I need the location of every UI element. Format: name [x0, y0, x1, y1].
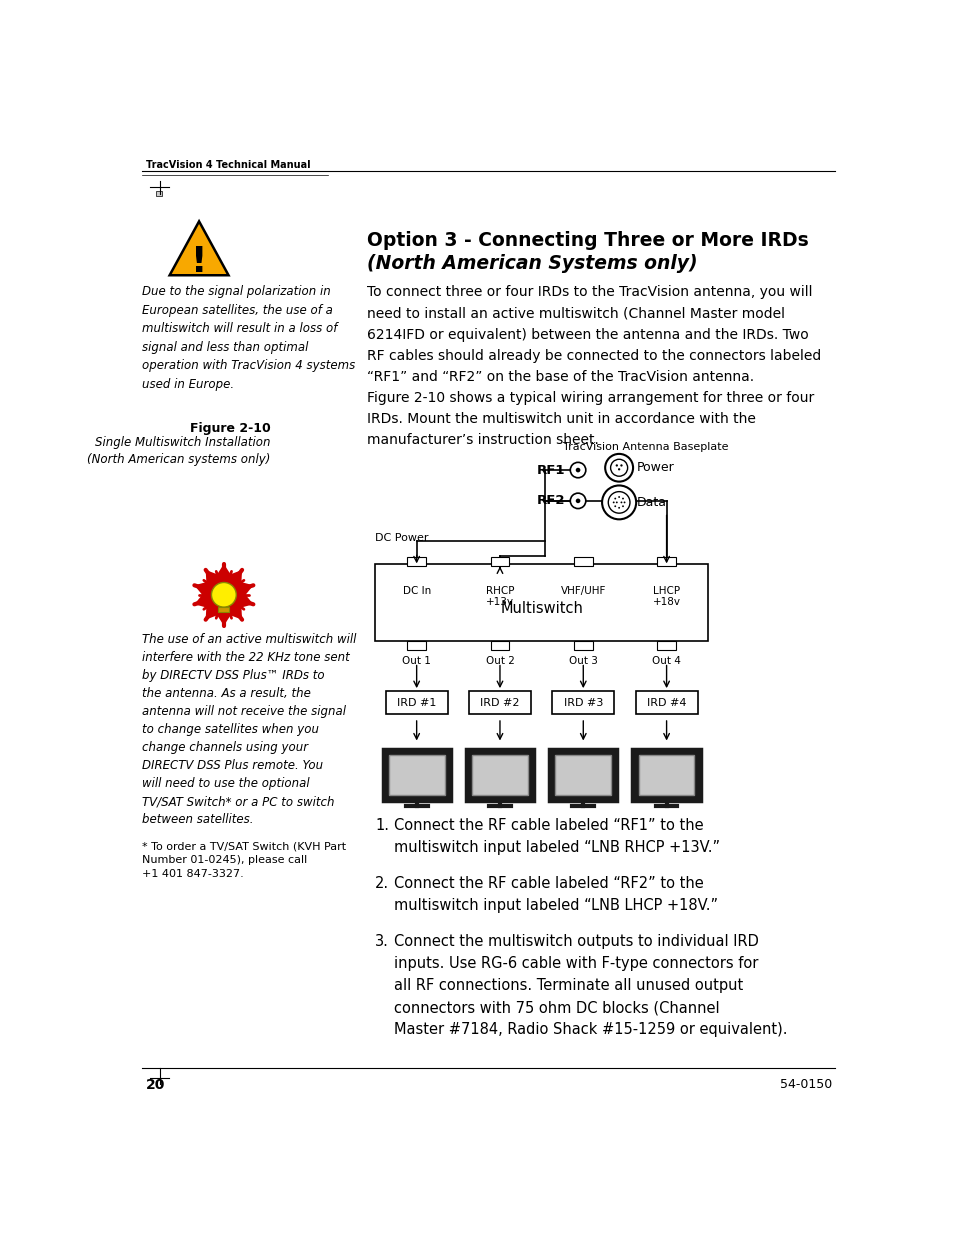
Circle shape [212, 583, 236, 608]
Text: IRD #3: IRD #3 [563, 698, 602, 708]
FancyBboxPatch shape [465, 748, 534, 802]
FancyBboxPatch shape [469, 692, 531, 714]
FancyBboxPatch shape [490, 557, 509, 567]
FancyBboxPatch shape [657, 641, 675, 651]
FancyBboxPatch shape [657, 557, 675, 567]
Text: !: ! [191, 246, 207, 279]
Text: Out 3: Out 3 [568, 656, 598, 667]
Text: LHCP
+18v: LHCP +18v [652, 585, 679, 608]
Text: Connect the RF cable labeled “RF2” to the
multiswitch input labeled “LNB LHCP +1: Connect the RF cable labeled “RF2” to th… [394, 876, 718, 913]
Text: Option 3 - Connecting Three or More IRDs: Option 3 - Connecting Three or More IRDs [367, 231, 808, 251]
FancyBboxPatch shape [156, 190, 162, 196]
Text: Out 2: Out 2 [485, 656, 514, 667]
Text: RF1: RF1 [536, 463, 564, 477]
Circle shape [570, 493, 585, 509]
Circle shape [621, 505, 623, 508]
Text: Out 4: Out 4 [652, 656, 680, 667]
Text: To connect three or four IRDs to the TracVision antenna, you will
need to instal: To connect three or four IRDs to the Tra… [367, 285, 821, 447]
FancyBboxPatch shape [407, 557, 425, 567]
Circle shape [612, 501, 614, 504]
Text: 20: 20 [146, 1078, 166, 1092]
Circle shape [618, 506, 619, 509]
Text: RHCP
+13v: RHCP +13v [485, 585, 514, 608]
Text: IRD #4: IRD #4 [646, 698, 685, 708]
FancyBboxPatch shape [635, 692, 697, 714]
FancyBboxPatch shape [632, 748, 700, 802]
Text: Connect the multiswitch outputs to individual IRD
inputs. Use RG-6 cable with F-: Connect the multiswitch outputs to indiv… [394, 934, 787, 1037]
Text: Power: Power [637, 461, 674, 474]
FancyBboxPatch shape [574, 557, 592, 567]
FancyBboxPatch shape [407, 641, 425, 651]
Circle shape [616, 501, 618, 504]
FancyBboxPatch shape [638, 755, 694, 795]
Text: Single Multiswitch Installation
(North American systems only): Single Multiswitch Installation (North A… [87, 436, 270, 466]
Text: VHF/UHF: VHF/UHF [560, 585, 605, 595]
Text: IRD #1: IRD #1 [396, 698, 436, 708]
Text: 54-0150: 54-0150 [780, 1078, 831, 1091]
Text: Figure 2-10: Figure 2-10 [190, 421, 270, 435]
Text: 3.: 3. [375, 934, 389, 948]
FancyBboxPatch shape [549, 748, 617, 802]
Circle shape [618, 468, 619, 471]
Text: DC In: DC In [402, 585, 431, 595]
Circle shape [619, 501, 621, 504]
Circle shape [604, 454, 633, 482]
Text: Connect the RF cable labeled “RF1” to the
multiswitch input labeled “LNB RHCP +1: Connect the RF cable labeled “RF1” to th… [394, 818, 720, 856]
FancyBboxPatch shape [552, 692, 614, 714]
Text: The use of an active multiswitch will
interfere with the 22 KHz tone sent
by DIR: The use of an active multiswitch will in… [142, 634, 356, 826]
FancyBboxPatch shape [389, 755, 444, 795]
Circle shape [575, 468, 579, 472]
Text: RF2: RF2 [536, 494, 564, 508]
Circle shape [610, 459, 627, 477]
Text: Out 1: Out 1 [402, 656, 431, 667]
Text: Data: Data [637, 496, 666, 509]
Text: 1.: 1. [375, 818, 389, 834]
Text: * To order a TV/SAT Switch (KVH Part
Number 01-0245), please call
+1 401 847-332: * To order a TV/SAT Switch (KVH Part Num… [142, 841, 346, 879]
Circle shape [614, 505, 616, 508]
Circle shape [623, 501, 625, 504]
FancyBboxPatch shape [385, 692, 447, 714]
Polygon shape [170, 221, 229, 275]
Circle shape [570, 462, 585, 478]
FancyBboxPatch shape [382, 748, 450, 802]
Polygon shape [194, 564, 253, 626]
Text: TracVision 4 Technical Manual: TracVision 4 Technical Manual [146, 159, 311, 169]
FancyBboxPatch shape [218, 608, 229, 611]
Circle shape [618, 496, 619, 498]
Circle shape [608, 492, 629, 514]
Text: TracVision Antenna Baseplate: TracVision Antenna Baseplate [563, 442, 728, 452]
Circle shape [621, 498, 623, 499]
Circle shape [614, 498, 616, 499]
Circle shape [601, 485, 636, 520]
FancyBboxPatch shape [555, 755, 611, 795]
FancyBboxPatch shape [375, 564, 707, 641]
FancyBboxPatch shape [472, 755, 527, 795]
Text: 2.: 2. [375, 876, 389, 890]
Text: Multiswitch: Multiswitch [499, 601, 582, 616]
Text: Due to the signal polarization in
European satellites, the use of a
multiswitch : Due to the signal polarization in Europe… [142, 285, 355, 390]
Text: (North American Systems only): (North American Systems only) [367, 253, 698, 273]
FancyBboxPatch shape [490, 641, 509, 651]
Circle shape [575, 499, 579, 503]
Circle shape [619, 464, 622, 467]
FancyBboxPatch shape [574, 641, 592, 651]
Circle shape [615, 464, 618, 467]
Text: IRD #2: IRD #2 [479, 698, 519, 708]
Text: DC Power: DC Power [375, 534, 428, 543]
